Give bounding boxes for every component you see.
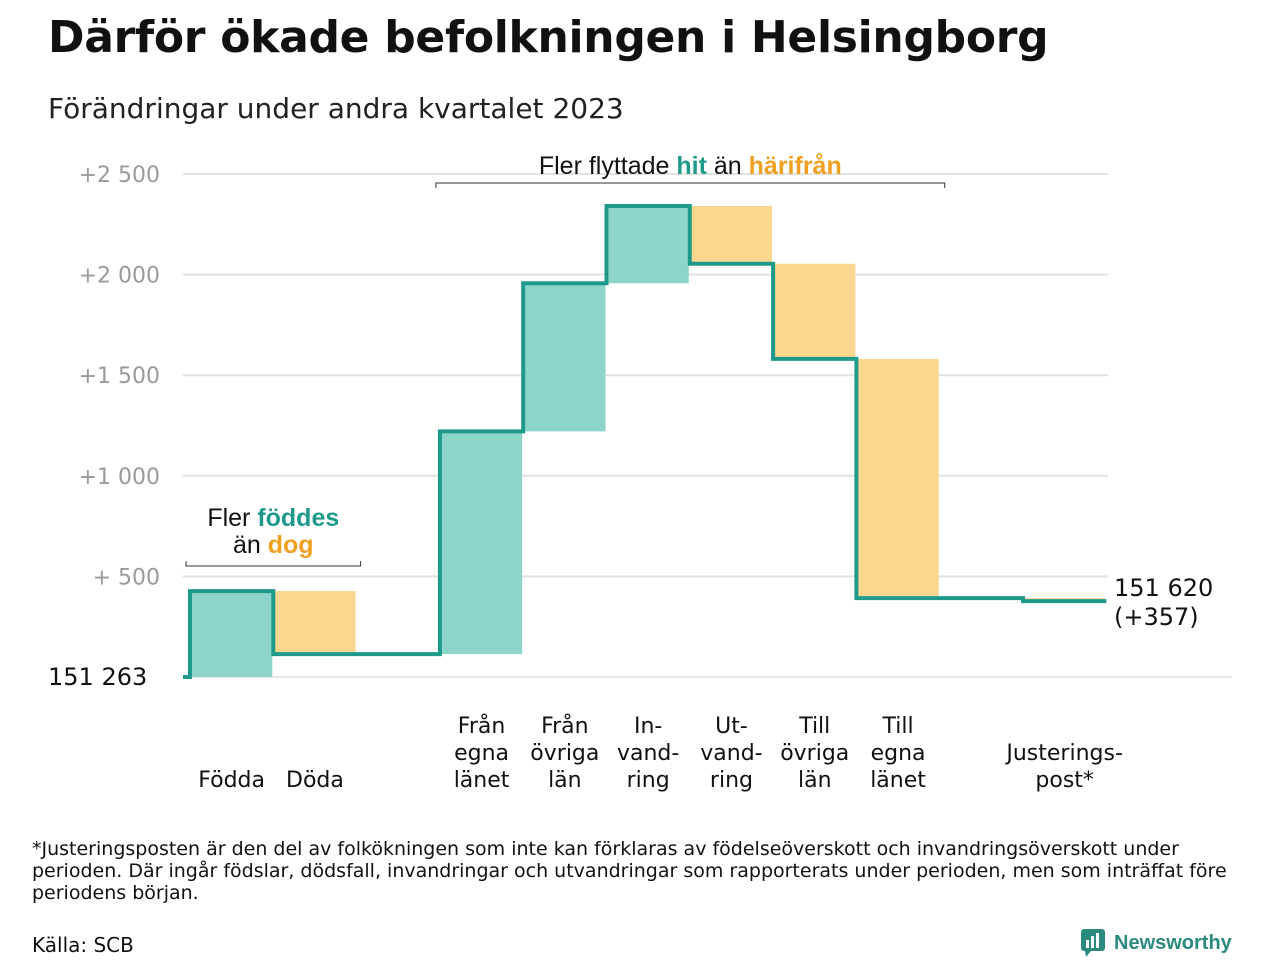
y-tick-label: +2 000 [79, 264, 160, 289]
step-line [183, 203, 1107, 679]
bar [274, 591, 356, 655]
x-tick-label: vand- [700, 741, 762, 766]
bar [774, 263, 856, 359]
end-change-label: (+357) [1114, 603, 1199, 631]
base-value-label: 151 263 [48, 663, 147, 691]
footnote: *Justeringsposten är den del av folkökni… [32, 838, 1227, 904]
chart-title: Därför ökade befolkningen i Helsingborg [48, 12, 1049, 63]
x-tick-label: län [548, 768, 582, 793]
chart-subtitle: Förändringar under andra kvartalet 2023 [48, 92, 624, 125]
bar [191, 591, 273, 677]
x-tick-label: länet [870, 768, 926, 793]
x-tick-label: egna [871, 741, 926, 766]
bar [857, 358, 939, 599]
x-tick-label: övriga [780, 741, 849, 766]
x-tick-label: Till [881, 714, 913, 739]
annotation-migration: Fler flyttade hit än härifrån [539, 152, 842, 180]
x-axis-labels: Födda DödaFrånegnalänetFrånövrigalänIn-va… [198, 713, 1123, 793]
x-tick-label: Ut- [715, 714, 748, 739]
x-tick-label: övriga [530, 741, 599, 766]
x-tick-label: ring [710, 768, 753, 793]
x-tick-label: Från [541, 713, 589, 739]
x-tick-label: Justerings- [1004, 741, 1123, 766]
bar [440, 431, 523, 655]
x-tick-label: Födda [198, 768, 265, 793]
x-tick-label: Från [458, 713, 506, 739]
annotation-deaths: än dog [233, 531, 314, 559]
bar [524, 283, 606, 432]
annotation-births: Fler föddes [207, 504, 339, 532]
x-tick-label: län [798, 768, 832, 793]
bar [690, 205, 773, 264]
y-tick-label: +2 500 [79, 163, 160, 188]
x-tick-label: Döda [286, 768, 344, 793]
bar [607, 205, 689, 284]
bracket-births [185, 561, 362, 567]
brand-logo: Newsworthy [1080, 928, 1232, 958]
y-tick-label: +1 000 [79, 465, 160, 490]
y-tick-label: +1 500 [79, 364, 160, 389]
x-tick-label: post* [1035, 768, 1094, 793]
y-tick-label: + 500 [93, 565, 160, 590]
end-value-label: 151 620 [1114, 574, 1213, 602]
x-tick-label: länet [454, 768, 510, 793]
source: Källa: SCB [32, 933, 134, 957]
x-tick-label: In- [634, 714, 662, 739]
bar-chart-speech-icon [1081, 929, 1105, 957]
gridlines [183, 173, 1232, 678]
x-tick-label: egna [454, 741, 509, 766]
bracket-migration [435, 182, 946, 188]
x-tick-label: ring [627, 768, 670, 793]
x-tick-label: Till [798, 714, 830, 739]
x-tick-label: vand- [617, 741, 679, 766]
y-axis-labels: + 500 +1 000 +1 500 +2 000 +2 500 151 263 [48, 163, 160, 691]
step-line-path [183, 203, 1107, 679]
brand-name: Newsworthy [1114, 931, 1232, 954]
bars [191, 205, 1106, 677]
